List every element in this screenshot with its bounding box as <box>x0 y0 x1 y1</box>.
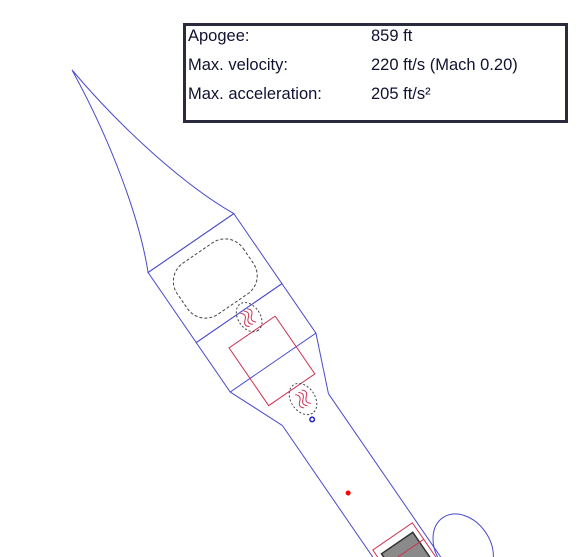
shoulder-component <box>228 315 316 407</box>
shock-cord-2 <box>295 389 311 409</box>
motor <box>380 531 471 557</box>
body-tube[interactable] <box>281 393 480 557</box>
parachute-1 <box>235 302 263 333</box>
center-of-pressure-marker <box>309 416 316 423</box>
max-acceleration-value: 205 ft/s² <box>371 85 431 103</box>
shock-cord-1 <box>240 308 257 328</box>
transition[interactable] <box>229 333 348 439</box>
flight-summary-panel: Apogee: 859 ft Max. velocity: 220 ft/s (… <box>183 23 568 123</box>
centering-ring <box>383 538 424 557</box>
apogee-label: Apogee: <box>188 27 250 45</box>
apogee-value: 859 ft <box>371 27 413 45</box>
fin-set-upper[interactable] <box>421 502 506 557</box>
max-velocity-label: Max. velocity: <box>188 56 288 74</box>
coupler-section[interactable] <box>195 282 317 393</box>
motor-mount-tube[interactable] <box>372 522 477 557</box>
center-of-gravity-marker <box>345 490 351 496</box>
payload-mass <box>172 238 258 319</box>
max-velocity-value: 220 ft/s (Mach 0.20) <box>371 56 518 74</box>
max-acceleration-label: Max. acceleration: <box>188 85 322 103</box>
